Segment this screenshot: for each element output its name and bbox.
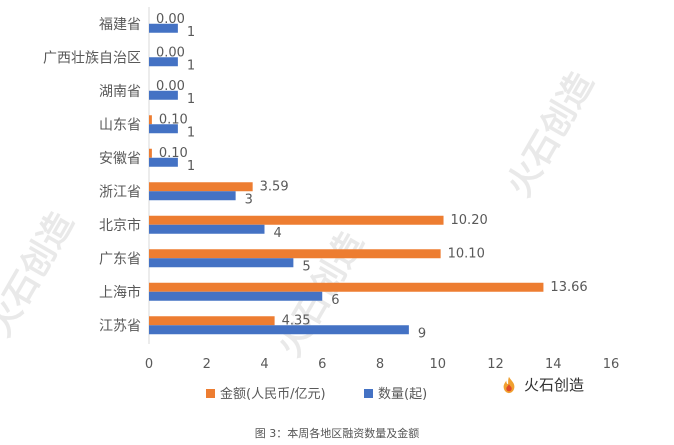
legend-swatch xyxy=(206,389,215,398)
x-tick-label: 16 xyxy=(603,357,620,372)
category-label: 山东省 xyxy=(99,117,141,133)
category-label: 江苏省 xyxy=(99,318,141,334)
amount-data-label: 0.00 xyxy=(156,79,185,94)
amount-data-label: 0.00 xyxy=(156,45,185,60)
count-bar xyxy=(149,325,409,335)
category-label: 湖南省 xyxy=(99,84,141,100)
amount-bar xyxy=(149,249,441,259)
amount-bar xyxy=(149,316,275,326)
legend: 金额(人民币/亿元) 数量(起) xyxy=(206,386,427,402)
amount-data-label: 10.20 xyxy=(451,213,488,228)
amount-bar xyxy=(149,215,444,225)
flame-logo-icon xyxy=(503,376,515,393)
count-data-label: 1 xyxy=(187,125,195,140)
watermark-text: 火石创造 xyxy=(499,66,602,204)
amount-data-label: 10.10 xyxy=(448,246,485,261)
figure-caption: 图 3：本周各地区融资数量及金额 xyxy=(254,427,420,440)
legend-swatch xyxy=(364,389,373,398)
count-data-label: 1 xyxy=(187,92,195,107)
category-label: 广东省 xyxy=(99,251,141,267)
count-bar xyxy=(149,258,294,268)
x-tick-label: 0 xyxy=(145,357,153,372)
category-label: 广西壮族自治区 xyxy=(43,50,141,66)
count-data-label: 9 xyxy=(418,326,426,341)
data-labels: 0.0010.0010.0010.1010.1013.59310.20410.1… xyxy=(156,12,588,342)
amount-bar xyxy=(149,115,152,125)
x-tick-label: 8 xyxy=(376,357,384,372)
amount-data-label: 4.35 xyxy=(282,313,311,328)
count-data-label: 3 xyxy=(245,192,253,207)
amount-data-label: 13.66 xyxy=(550,280,587,295)
x-tick-label: 10 xyxy=(429,357,446,372)
count-bar xyxy=(149,191,236,201)
count-data-label: 1 xyxy=(187,58,195,73)
amount-bar xyxy=(149,282,544,292)
amount-bar xyxy=(149,148,152,158)
amount-data-label: 0.10 xyxy=(159,112,188,127)
legend-label: 金额(人民币/亿元) xyxy=(220,386,326,402)
x-tick-label: 6 xyxy=(318,357,326,372)
brand-badge: 火石创造 xyxy=(500,374,584,395)
count-data-label: 1 xyxy=(187,159,195,174)
count-bar xyxy=(149,291,323,301)
category-label: 安徽省 xyxy=(99,151,141,167)
x-tick-label: 12 xyxy=(487,357,504,372)
count-bar xyxy=(149,224,265,234)
count-data-label: 4 xyxy=(274,226,282,241)
amount-data-label: 3.59 xyxy=(260,179,289,194)
category-label: 北京市 xyxy=(99,217,141,234)
amount-bar xyxy=(149,182,253,192)
x-axis-labels: 0 2 4 6 8 10 12 14 16 xyxy=(145,357,619,372)
amount-data-label: 0.10 xyxy=(159,146,188,161)
count-data-label: 6 xyxy=(331,293,339,308)
count-data-label: 5 xyxy=(302,259,310,274)
count-bar xyxy=(149,23,178,33)
category-label: 福建省 xyxy=(99,17,141,33)
x-tick-label: 4 xyxy=(260,357,268,372)
x-tick-label: 14 xyxy=(545,357,562,372)
count-bar xyxy=(149,157,178,167)
brand-name: 火石创造 xyxy=(524,376,585,394)
legend-label: 数量(起) xyxy=(378,387,427,402)
x-tick-label: 2 xyxy=(203,357,211,372)
amount-data-label: 0.00 xyxy=(156,12,185,27)
bars xyxy=(149,23,544,335)
count-bar xyxy=(149,124,178,134)
count-bar xyxy=(149,57,178,67)
category-label: 上海市 xyxy=(99,284,141,301)
count-bar xyxy=(149,90,178,100)
count-data-label: 1 xyxy=(187,25,195,40)
watermark-text: 火石创造 xyxy=(0,206,82,344)
category-label: 浙江省 xyxy=(99,184,141,200)
